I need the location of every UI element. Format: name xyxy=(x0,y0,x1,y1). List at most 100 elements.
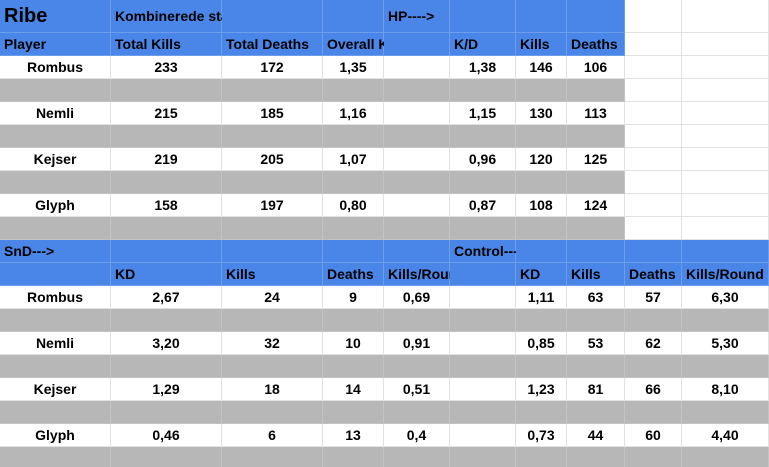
spacer-cell xyxy=(384,355,450,378)
spacer-cell xyxy=(222,79,323,102)
empty-cell xyxy=(625,102,682,125)
spacer-cell xyxy=(111,217,222,240)
data-cell xyxy=(450,424,516,447)
spacer-cell xyxy=(222,125,323,148)
spacer-cell xyxy=(516,355,567,378)
spacer-cell xyxy=(516,217,567,240)
data-cell: 158 xyxy=(111,194,222,217)
spacer-cell xyxy=(222,447,323,467)
spacer-cell xyxy=(567,171,625,194)
spacer-cell xyxy=(682,447,769,467)
data-cell: 57 xyxy=(625,286,682,309)
spacer-cell xyxy=(567,217,625,240)
data-cell: 205 xyxy=(222,148,323,171)
empty-cell xyxy=(682,217,769,240)
spacer-cell xyxy=(0,355,111,378)
data-cell: 1,15 xyxy=(450,102,516,125)
spacer-cell xyxy=(111,447,222,467)
data-cell: 8,10 xyxy=(682,378,769,401)
data-cell: 125 xyxy=(567,148,625,171)
data-cell: 0,85 xyxy=(516,332,567,355)
spacer-cell xyxy=(323,79,384,102)
empty-cell xyxy=(682,148,769,171)
data-cell: 81 xyxy=(567,378,625,401)
data-cell: 233 xyxy=(111,56,222,79)
spacer-cell xyxy=(384,79,450,102)
spacer-cell xyxy=(222,309,323,332)
spacer-cell xyxy=(384,171,450,194)
column-header: Total Kills xyxy=(111,33,222,56)
spacer-cell xyxy=(323,309,384,332)
header-cell xyxy=(222,0,323,33)
column-header: Total Deaths xyxy=(222,33,323,56)
spacer-cell xyxy=(682,401,769,424)
empty-cell xyxy=(625,171,682,194)
data-cell: 6 xyxy=(222,424,323,447)
data-cell: 4,40 xyxy=(682,424,769,447)
column-header: Deaths xyxy=(567,33,625,56)
spacer-cell xyxy=(222,355,323,378)
data-cell: Kejser xyxy=(0,378,111,401)
data-cell xyxy=(384,56,450,79)
data-cell: 2,67 xyxy=(111,286,222,309)
spacer-cell xyxy=(111,355,222,378)
spacer-cell xyxy=(111,79,222,102)
data-cell: 172 xyxy=(222,56,323,79)
spacer-cell xyxy=(682,309,769,332)
data-cell: 1,23 xyxy=(516,378,567,401)
data-cell: Rombus xyxy=(0,56,111,79)
data-cell: 60 xyxy=(625,424,682,447)
data-cell xyxy=(450,332,516,355)
data-cell: 120 xyxy=(516,148,567,171)
column-header xyxy=(384,33,450,56)
spacer-cell xyxy=(567,125,625,148)
data-cell xyxy=(384,102,450,125)
spacer-cell xyxy=(0,171,111,194)
spacer-cell xyxy=(450,401,516,424)
data-cell: 13 xyxy=(323,424,384,447)
header-cell xyxy=(567,0,625,33)
data-cell: Glyph xyxy=(0,424,111,447)
spacer-cell xyxy=(0,447,111,467)
data-cell: 62 xyxy=(625,332,682,355)
data-cell: 0,87 xyxy=(450,194,516,217)
spacer-cell xyxy=(384,125,450,148)
data-cell: Nemli xyxy=(0,102,111,125)
spacer-cell xyxy=(516,171,567,194)
spacer-cell xyxy=(384,401,450,424)
spacer-cell xyxy=(625,355,682,378)
spacer-cell xyxy=(450,309,516,332)
spacer-cell xyxy=(450,355,516,378)
spacer-cell xyxy=(516,401,567,424)
data-cell: 0,4 xyxy=(384,424,450,447)
empty-cell xyxy=(682,56,769,79)
spacer-cell xyxy=(567,447,625,467)
spacer-cell xyxy=(111,401,222,424)
spacer-cell xyxy=(384,447,450,467)
header-cell xyxy=(516,0,567,33)
data-cell: 219 xyxy=(111,148,222,171)
empty-cell xyxy=(625,148,682,171)
header-cell xyxy=(682,240,769,263)
data-cell: 1,38 xyxy=(450,56,516,79)
header-cell xyxy=(516,240,567,263)
column-header: Player xyxy=(0,33,111,56)
spacer-cell xyxy=(222,401,323,424)
spacer-cell xyxy=(516,447,567,467)
spacer-cell xyxy=(111,171,222,194)
data-cell xyxy=(384,194,450,217)
spacer-cell xyxy=(0,79,111,102)
header-cell: Ribe xyxy=(0,0,111,33)
spacer-cell xyxy=(516,79,567,102)
data-cell: 0,73 xyxy=(516,424,567,447)
spacer-cell xyxy=(323,355,384,378)
column-header: Kills xyxy=(222,263,323,286)
data-cell: 146 xyxy=(516,56,567,79)
spacer-cell xyxy=(0,125,111,148)
header-cell xyxy=(450,0,516,33)
empty-cell xyxy=(682,79,769,102)
spacer-cell xyxy=(384,217,450,240)
column-header: Overall K/D xyxy=(323,33,402,56)
data-cell: 215 xyxy=(111,102,222,125)
